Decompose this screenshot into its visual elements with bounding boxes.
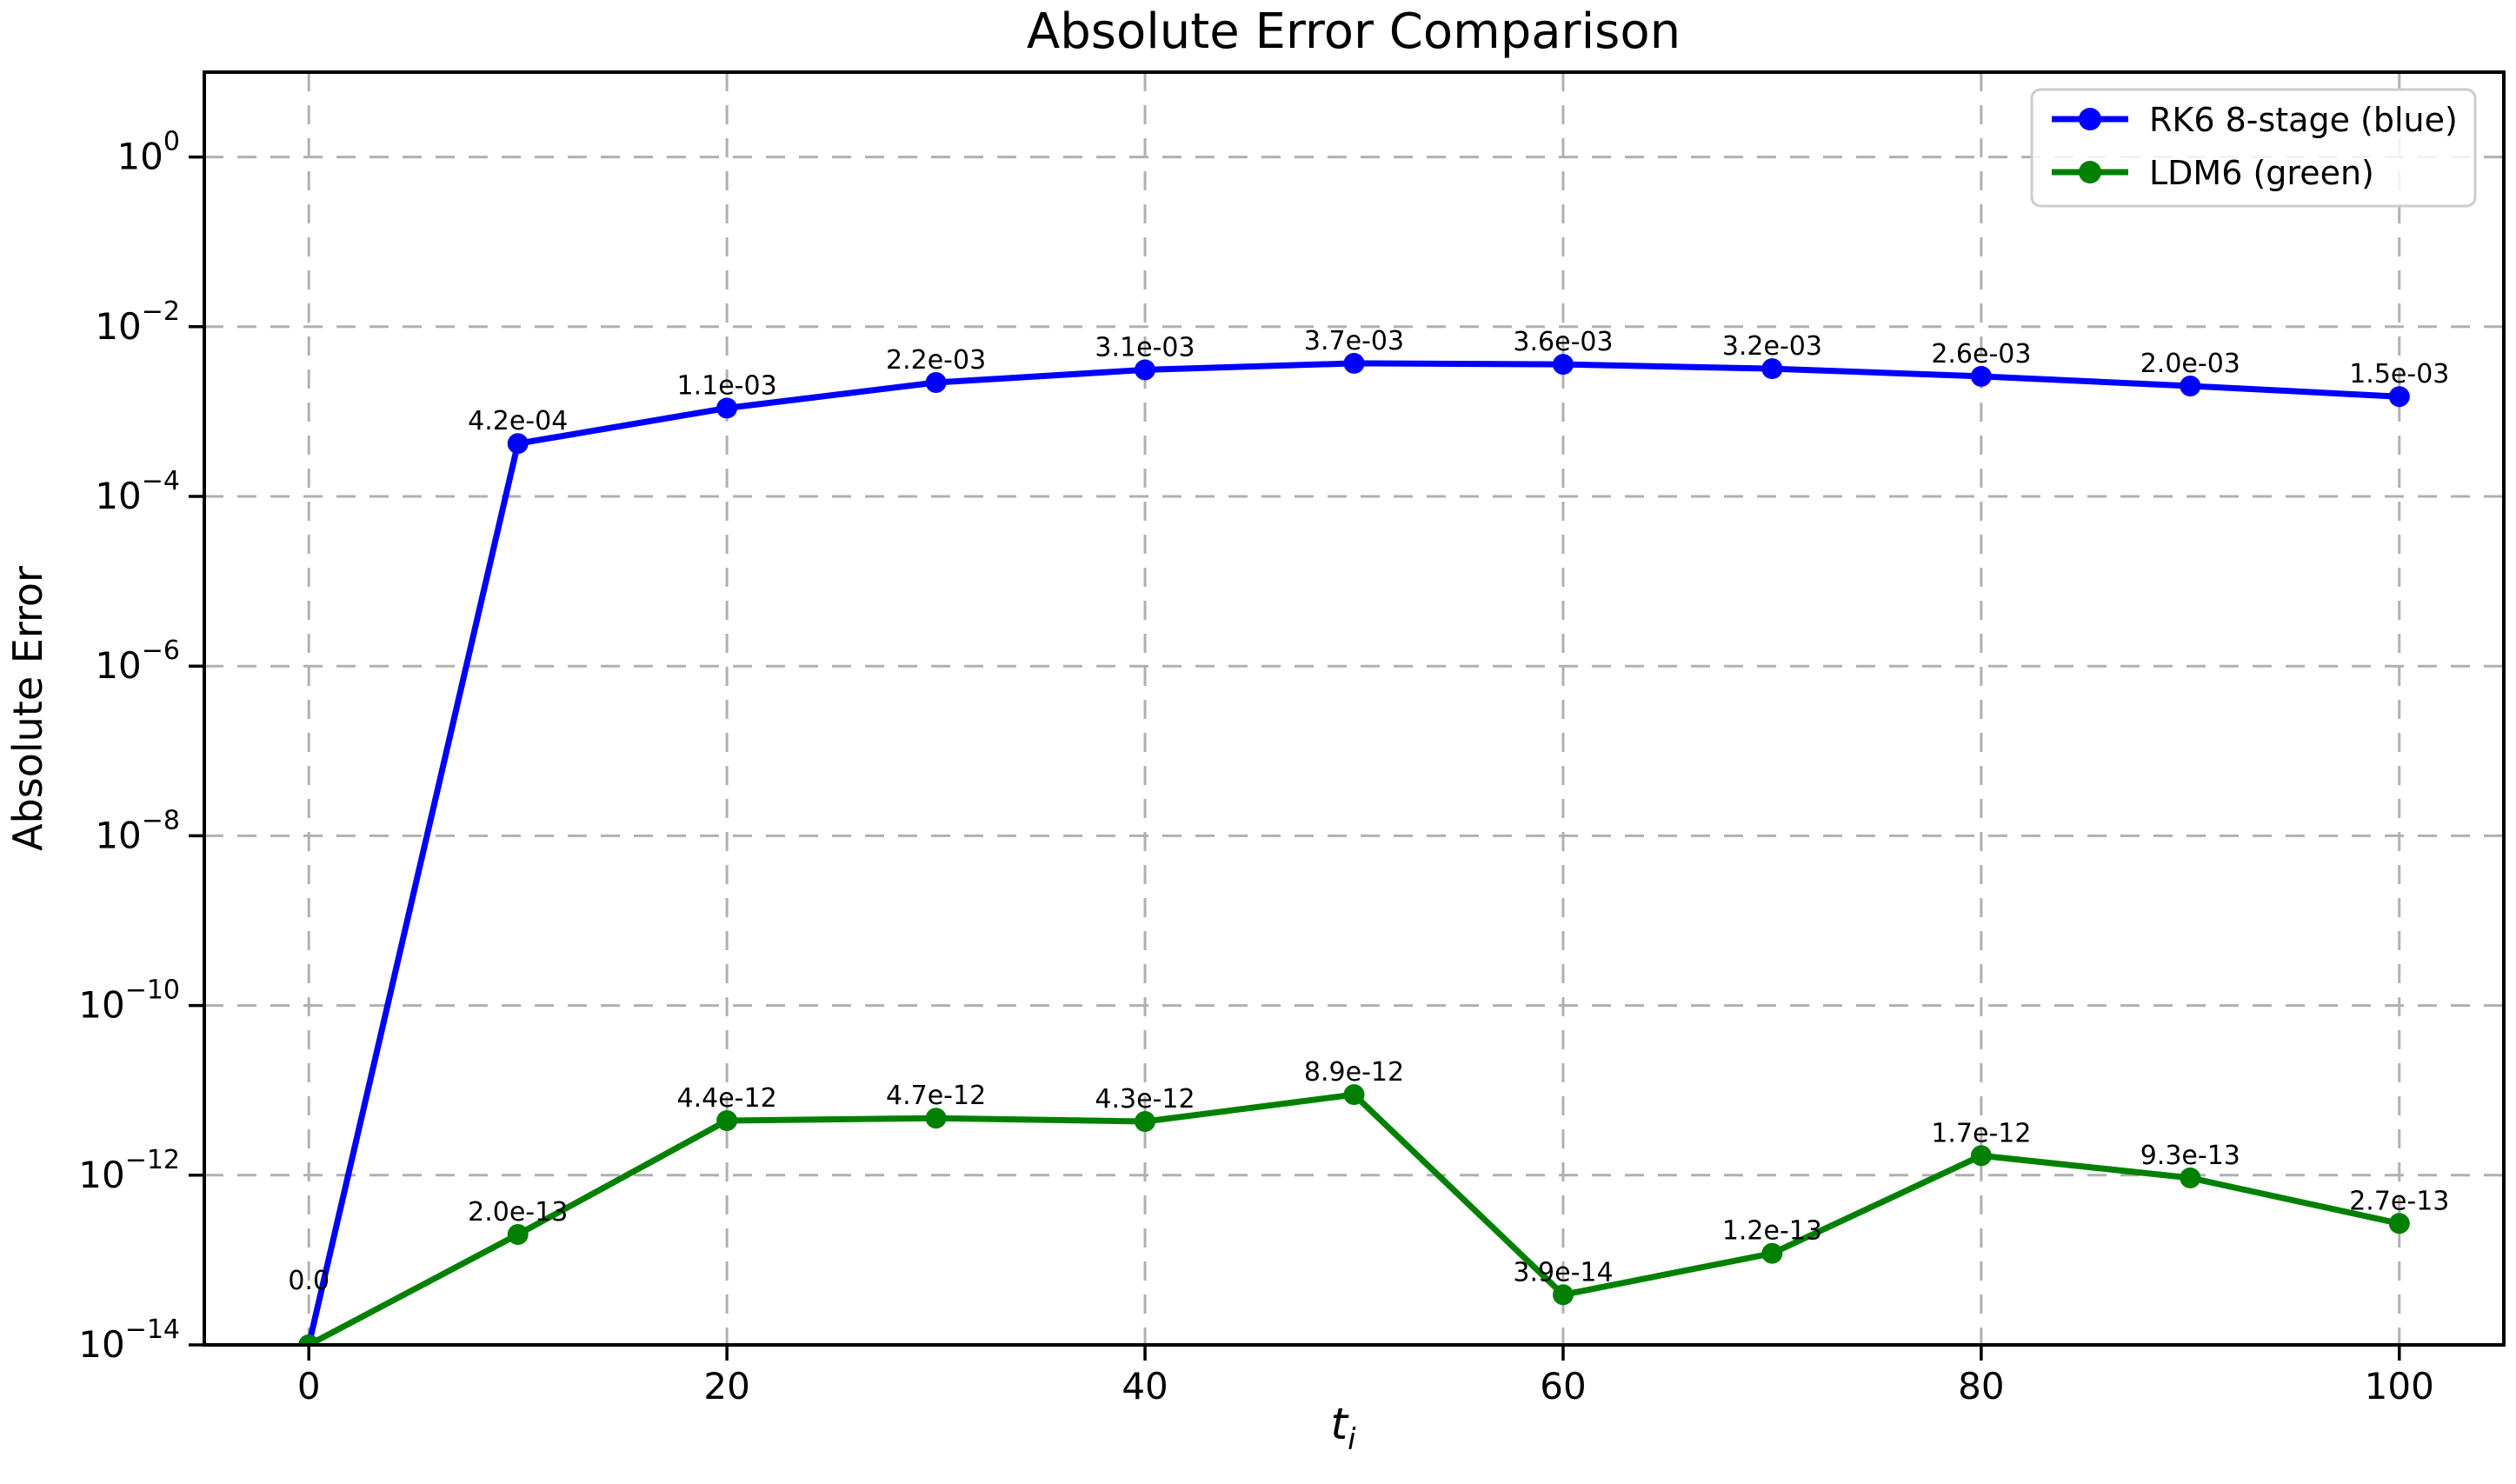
data-point-marker: [2180, 376, 2201, 396]
data-point-marker: [298, 1334, 320, 1346]
data-point-marker: [1343, 352, 1365, 374]
data-point-label: 4.7e-12: [886, 1081, 986, 1111]
data-point-marker: [1761, 358, 1783, 380]
data-point-label: 4.4e-12: [677, 1083, 777, 1114]
data-point-marker: [2388, 386, 2410, 408]
data-point-marker: [1135, 359, 1155, 381]
x-tick-label: 80: [1958, 1365, 2004, 1407]
data-point-marker: [507, 1224, 529, 1245]
data-point-label: 3.2e-03: [1722, 331, 1822, 362]
data-point-marker: [1553, 1284, 1574, 1306]
y-axis-label: Absolute Error: [4, 566, 51, 851]
data-point-label: 0.0: [288, 1266, 329, 1296]
legend-label-rk6: RK6 8-stage (blue): [2149, 101, 2458, 139]
x-tick-label: 20: [703, 1365, 749, 1407]
data-point-label: 1.5e-03: [2349, 359, 2449, 389]
data-point-label: 1.2e-13: [1722, 1216, 1822, 1247]
data-point-label: 3.9e-14: [1513, 1257, 1613, 1288]
legend-marker-rk6: [2079, 108, 2101, 130]
data-point-marker: [1553, 354, 1574, 376]
data-point-marker: [2388, 1213, 2410, 1234]
x-tick-label: 60: [1540, 1365, 1586, 1407]
data-point-label: 3.6e-03: [1513, 327, 1613, 357]
series-layer: [298, 352, 2410, 1346]
data-point-marker: [716, 1110, 738, 1131]
y-tick-label: 10−8: [95, 805, 180, 856]
data-point-label: 2.6e-03: [1931, 339, 2031, 369]
y-tick-label: 10−10: [78, 975, 180, 1027]
data-point-label: 2.2e-03: [886, 345, 986, 376]
legend-entry-rk6: RK6 8-stage (blue): [2052, 101, 2458, 139]
data-point-label: 1.7e-12: [1931, 1118, 2031, 1148]
legend-box: [2030, 88, 2477, 208]
y-tick-label: 10−2: [95, 296, 180, 348]
legend-entry-ldm6: LDM6 (green): [2052, 154, 2374, 192]
y-tick-label: 10−12: [78, 1145, 180, 1196]
x-axis-label: ti: [1330, 1399, 1356, 1457]
data-point-marker: [925, 372, 947, 393]
data-point-marker: [1343, 1084, 1365, 1106]
data-point-marker: [1970, 365, 1992, 387]
data-point-label: 2.0e-13: [468, 1197, 568, 1228]
chart-title: Absolute Error Comparison: [1027, 3, 1681, 60]
data-point-label: 4.2e-04: [468, 406, 568, 436]
x-tick-label: 100: [2365, 1365, 2434, 1407]
series-line-1: [305, 1091, 2403, 1346]
annotation-layer: 4.2e-04 1.1e-03 2.2e-03 3.1e-03 3.7e-03 3.6e-…: [288, 326, 2449, 1296]
data-point-label: 4.3e-12: [1095, 1084, 1195, 1115]
y-tick-label: 10−6: [95, 636, 180, 687]
data-point-label: 3.1e-03: [1095, 332, 1195, 363]
y-tick-label: 10−4: [95, 466, 180, 517]
data-point-marker: [1135, 1111, 1155, 1132]
data-point-label: 2.0e-03: [2140, 349, 2240, 379]
plot-frame: [203, 70, 2506, 1347]
y-tick-label: 10−14: [78, 1314, 180, 1366]
legend: RK6 8-stage (blue) LDM6 (green): [2030, 88, 2477, 208]
data-point-label: 2.7e-13: [2349, 1186, 2449, 1216]
series-line-0: [305, 360, 2403, 1346]
legend-label-ldm6: LDM6 (green): [2149, 154, 2374, 192]
data-point-marker: [925, 1108, 947, 1129]
x-tick-label: 40: [1122, 1365, 1168, 1407]
data-point-label: 8.9e-12: [1304, 1057, 1404, 1088]
data-point-label: 3.7e-03: [1304, 326, 1404, 356]
y-tick-label: 100: [116, 127, 180, 178]
x-tick-label: 0: [297, 1365, 321, 1407]
data-point-label: 9.3e-13: [2140, 1141, 2240, 1171]
data-point-marker: [1761, 1242, 1783, 1264]
data-point-marker: [1970, 1145, 1992, 1167]
legend-marker-ldm6: [2079, 161, 2101, 183]
tick-layer: 0 20 40 60 80 100 100 10−2 10−4 10−6 10−8 10−10 10−1…: [78, 127, 2434, 1407]
data-point-marker: [507, 433, 529, 455]
data-point-marker: [716, 397, 738, 419]
data-point-label: 1.1e-03: [677, 370, 777, 401]
data-point-marker: [2180, 1167, 2201, 1188]
